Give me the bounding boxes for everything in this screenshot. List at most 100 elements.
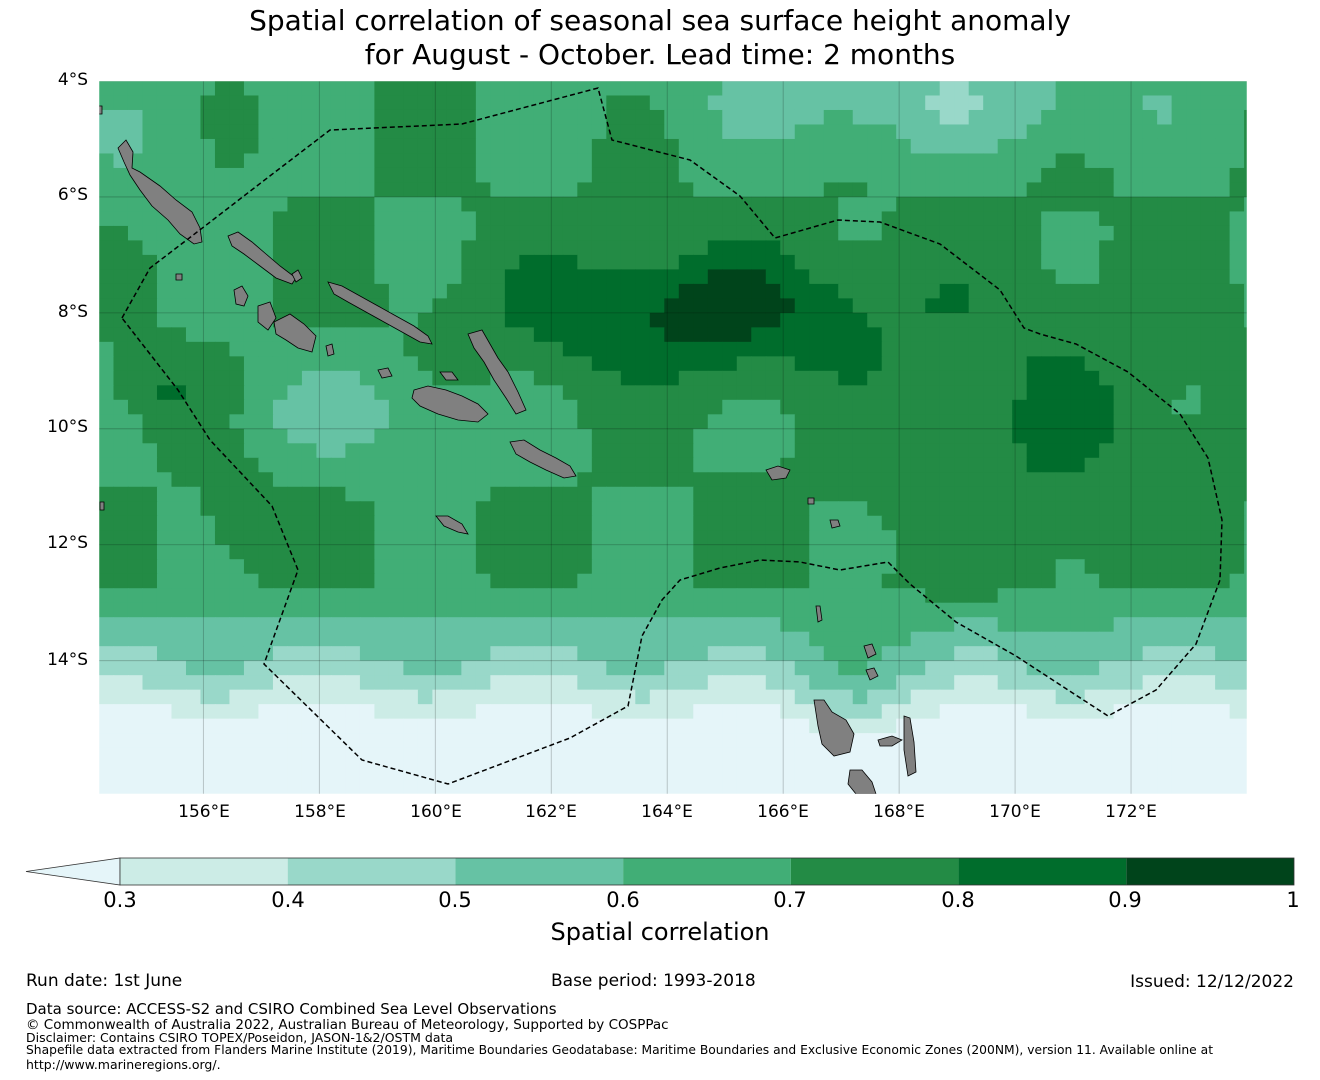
correlation-cell <box>1026 602 1042 618</box>
correlation-cell <box>417 81 433 97</box>
correlation-cell <box>1113 385 1129 401</box>
correlation-cell <box>1157 269 1173 285</box>
correlation-cell <box>1012 515 1028 531</box>
correlation-cell <box>156 414 173 430</box>
correlation-cell <box>606 428 622 444</box>
correlation-cell <box>142 283 158 299</box>
correlation-cell <box>780 356 796 372</box>
correlation-cell <box>1041 704 1057 720</box>
correlation-cell <box>1244 95 1247 111</box>
correlation-cell <box>113 776 129 792</box>
correlation-cell <box>809 81 825 97</box>
lon-label-162e: 162°E <box>525 802 577 822</box>
correlation-cell <box>1099 646 1115 662</box>
correlation-cell <box>1244 298 1247 314</box>
correlation-cell <box>113 472 129 488</box>
correlation-cell <box>896 443 912 459</box>
correlation-cell <box>287 689 303 705</box>
correlation-cell <box>939 225 955 242</box>
correlation-cell <box>214 486 231 502</box>
correlation-cell <box>1186 269 1202 285</box>
correlation-cell <box>1171 109 1187 126</box>
correlation-cell <box>852 588 868 604</box>
correlation-cell <box>1142 95 1158 111</box>
correlation-cell <box>1142 762 1158 778</box>
correlation-cell <box>461 254 477 270</box>
correlation-cell <box>939 370 955 386</box>
correlation-cell <box>1041 298 1057 314</box>
correlation-cell <box>562 312 578 328</box>
correlation-cell <box>200 443 216 459</box>
correlation-cell <box>316 747 332 763</box>
correlation-cell <box>374 544 390 560</box>
lon-label-164e: 164°E <box>641 802 693 822</box>
correlation-cell <box>1113 617 1129 633</box>
correlation-cell <box>997 327 1013 343</box>
correlation-cell <box>664 443 680 459</box>
correlation-cell <box>301 196 318 213</box>
correlation-cell <box>693 544 709 560</box>
correlation-cell <box>316 109 332 126</box>
correlation-cell <box>185 762 202 778</box>
correlation-cell <box>475 95 491 111</box>
correlation-cell <box>185 617 202 633</box>
correlation-cell <box>794 718 810 734</box>
correlation-cell <box>156 124 173 140</box>
correlation-cell <box>214 631 231 647</box>
correlation-cell <box>446 675 462 691</box>
correlation-cell <box>374 660 390 676</box>
colorbar-label: Spatial correlation <box>550 918 770 946</box>
correlation-cell <box>519 341 535 357</box>
correlation-cell <box>983 399 999 415</box>
correlation-cell <box>881 124 897 140</box>
correlation-cell <box>330 515 347 531</box>
correlation-cell <box>417 675 433 691</box>
correlation-cell <box>301 443 318 459</box>
correlation-cell <box>751 689 767 705</box>
correlation-cell <box>577 617 593 633</box>
correlation-cell <box>606 399 622 415</box>
correlation-cell <box>446 762 462 778</box>
correlation-cell <box>1200 689 1216 705</box>
correlation-cell <box>127 762 144 778</box>
correlation-cell <box>475 109 491 126</box>
correlation-cell <box>272 762 289 778</box>
correlation-cell <box>1142 660 1158 676</box>
correlation-cell <box>171 370 187 386</box>
correlation-cell <box>330 791 347 794</box>
correlation-cell <box>794 269 810 285</box>
correlation-cell <box>533 124 549 140</box>
correlation-cell <box>316 153 332 169</box>
correlation-cell <box>388 747 404 763</box>
correlation-cell <box>1215 124 1231 140</box>
correlation-cell <box>388 544 404 560</box>
correlation-cell <box>794 298 810 314</box>
correlation-cell <box>765 167 781 184</box>
correlation-cell <box>577 138 593 155</box>
correlation-cell <box>359 791 375 794</box>
correlation-cell <box>838 385 854 401</box>
correlation-cell <box>765 588 781 604</box>
correlation-cell <box>504 81 520 97</box>
correlation-cell <box>388 457 404 473</box>
correlation-cell <box>1142 240 1158 256</box>
correlation-cell <box>142 124 158 140</box>
correlation-cell <box>490 327 506 343</box>
correlation-cell <box>1171 153 1187 169</box>
shapefile-url: http://www.marineregions.org/. <box>26 1057 221 1072</box>
correlation-cell <box>925 370 941 386</box>
correlation-cell <box>562 124 578 140</box>
correlation-cell <box>968 399 984 415</box>
correlation-cell <box>301 544 318 560</box>
correlation-cell <box>664 776 680 792</box>
correlation-cell <box>1171 646 1187 662</box>
correlation-cell <box>156 472 173 488</box>
correlation-cell <box>606 646 622 662</box>
correlation-cell <box>548 428 564 444</box>
correlation-cell <box>1084 298 1100 314</box>
correlation-cell <box>214 689 231 705</box>
correlation-cell <box>954 747 970 763</box>
correlation-cell <box>1171 457 1187 473</box>
correlation-cell <box>490 225 506 242</box>
correlation-cell <box>99 689 115 705</box>
